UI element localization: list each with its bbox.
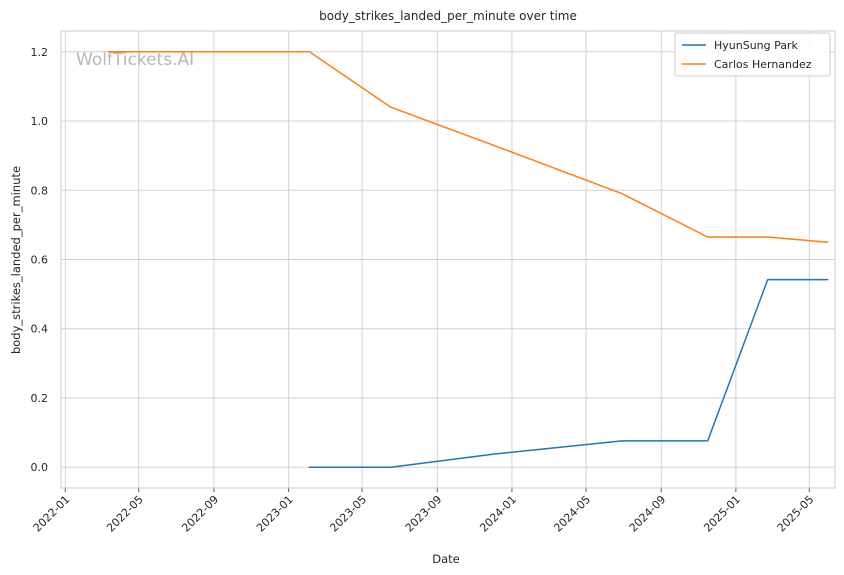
y-tick-labels: 0.0 0.2 0.4 0.6 0.8 1.0 1.2	[31, 46, 49, 474]
x-tick-label-2022-09: 2022-09	[179, 493, 221, 535]
x-tick-label-2023-01: 2023-01	[254, 493, 296, 535]
x-tick-label-2024-01: 2024-01	[477, 493, 519, 535]
x-tick-label-2023-09: 2023-09	[403, 493, 445, 535]
y-gridlines	[61, 51, 835, 468]
x-tick-label-2025-05: 2025-05	[775, 493, 817, 535]
y-tick-label-1.0: 1.0	[31, 115, 49, 128]
legend: HyunSung Park Carlos Hernandez	[674, 32, 831, 77]
watermark: WolfTickets.AI	[76, 50, 194, 70]
y-tick-label-0.2: 0.2	[31, 392, 49, 405]
legend-box	[674, 32, 831, 77]
series-line-carlos-hernandez	[107, 51, 829, 243]
x-axis-label: Date	[432, 552, 460, 566]
y-tick-label-0.8: 0.8	[31, 184, 49, 197]
y-tick-label-0.4: 0.4	[31, 323, 49, 336]
y-axis-label: body_strikes_landed_per_minute	[9, 166, 23, 354]
legend-label-hyunsung-park: HyunSung Park	[714, 39, 799, 52]
x-tick-label-2023-05: 2023-05	[327, 493, 369, 535]
x-tick-label-2024-09: 2024-09	[627, 493, 669, 535]
y-tick-label-1.2: 1.2	[31, 46, 49, 59]
x-tick-label-2022-05: 2022-05	[104, 493, 146, 535]
x-tick-label-2025-01: 2025-01	[701, 493, 743, 535]
plot-frame	[60, 30, 836, 489]
x-tick-label-2024-05: 2024-05	[551, 493, 593, 535]
y-tick-label-0.0: 0.0	[31, 461, 49, 474]
series-line-hyunsung-park	[308, 278, 829, 468]
y-tick-label-0.6: 0.6	[31, 254, 49, 267]
chart-title: body_strikes_landed_per_minute over time	[319, 9, 577, 23]
x-tick-label-2022-01: 2022-01	[31, 493, 73, 535]
series-layer	[107, 51, 829, 468]
x-gridlines	[64, 31, 810, 492]
legend-label-carlos-hernandez: Carlos Hernandez	[714, 58, 812, 71]
x-tick-labels: 2022-01 2022-05 2022-09 2023-01 2023-05 2023-…	[31, 493, 817, 535]
